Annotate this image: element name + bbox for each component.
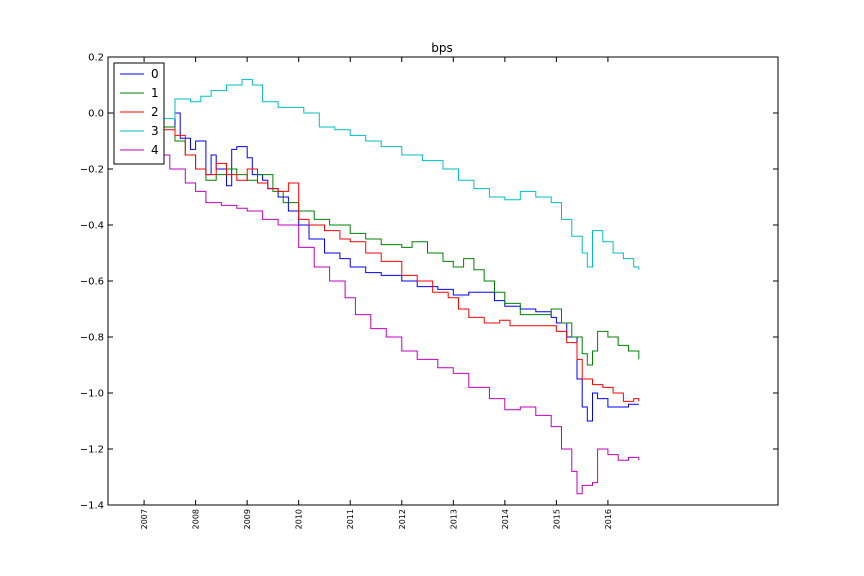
chart-title: bps bbox=[431, 41, 453, 55]
y-tick-label: −1.0 bbox=[80, 389, 104, 400]
y-tick-label: −1.4 bbox=[80, 501, 104, 512]
y-tick-label: 0.2 bbox=[88, 53, 104, 64]
legend-label-0: 0 bbox=[151, 67, 159, 81]
legend-label-4: 4 bbox=[151, 143, 159, 157]
series-lines bbox=[108, 78, 640, 495]
legend-label-1: 1 bbox=[151, 86, 159, 100]
x-tick-label: 2009 bbox=[243, 509, 252, 529]
x-tick-label: 2011 bbox=[346, 509, 355, 529]
x-tick-label: 2010 bbox=[295, 509, 304, 529]
x-tick-label: 2015 bbox=[552, 509, 561, 529]
legend-label-3: 3 bbox=[151, 124, 159, 138]
y-tick-label: −0.4 bbox=[80, 221, 104, 232]
y-tick-label: 0.0 bbox=[88, 109, 104, 120]
x-tick-label: 2016 bbox=[604, 509, 613, 529]
x-tick-label: 2008 bbox=[192, 509, 201, 529]
x-tick-label: 2014 bbox=[501, 509, 510, 529]
series-line-3 bbox=[108, 78, 640, 270]
series-line-1 bbox=[108, 112, 640, 366]
y-tick-label: −0.2 bbox=[80, 165, 104, 176]
series-line-2 bbox=[108, 112, 640, 402]
y-tick-label: −1.2 bbox=[80, 445, 104, 456]
x-tick-label: 2013 bbox=[449, 509, 458, 529]
legend: 0 1 2 3 4 bbox=[113, 62, 165, 165]
legend-box bbox=[113, 62, 165, 165]
x-tick-label: 2007 bbox=[140, 509, 149, 529]
series-line-4 bbox=[108, 112, 640, 495]
x-tick-label: 2012 bbox=[398, 509, 407, 529]
y-tick-label: −0.6 bbox=[80, 277, 104, 288]
y-tick-label: −0.8 bbox=[80, 333, 104, 344]
legend-label-2: 2 bbox=[151, 105, 159, 119]
